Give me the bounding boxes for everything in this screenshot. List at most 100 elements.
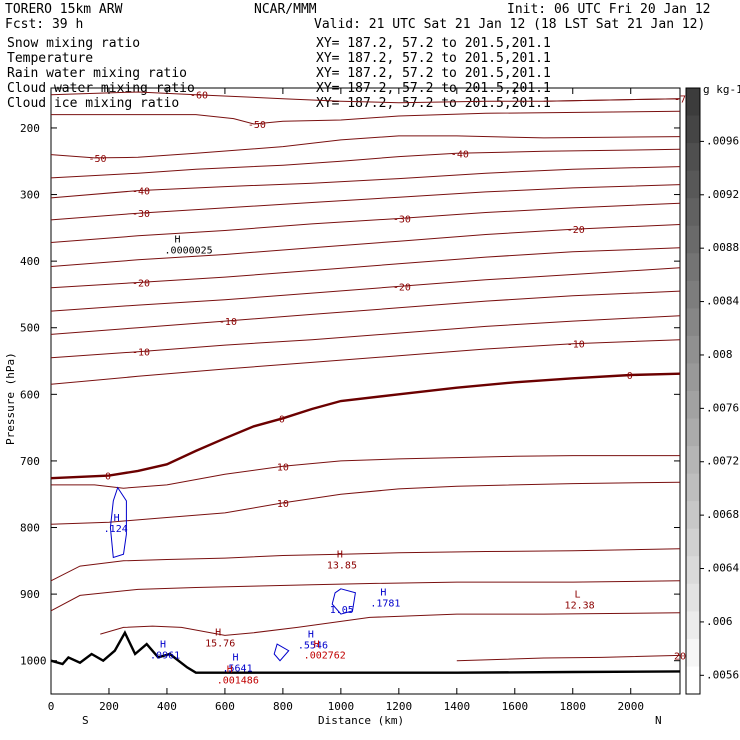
temperature-contour (50, 148, 681, 179)
temperature-contour-label: -20 (393, 282, 411, 293)
extremum-marker: H (314, 639, 320, 650)
colorbar-tick-label: .0092 (706, 188, 739, 201)
legend-label: Snow mixing ratio (7, 36, 140, 51)
temperature-contour-label: -50 (248, 120, 266, 131)
x-tick-label: 0 (48, 700, 55, 713)
y-tick-label: 900 (20, 588, 40, 601)
zero-isotherm-label: 0 (279, 414, 285, 425)
y-tick-label: 400 (20, 255, 40, 268)
extremum-value: .002762 (304, 650, 346, 661)
init-time: Init: 06 UTC Fri 20 Jan 12 (507, 2, 711, 17)
legend-xy-range: XY= 187.2, 57.2 to 201.5,201.1 (316, 96, 551, 111)
x-axis-label: Distance (km) (318, 714, 404, 727)
extremum-marker: H (215, 627, 221, 638)
colorbar-tick-label: .008 (706, 348, 733, 361)
colorbar-swatch (686, 638, 700, 667)
extremum-value: .1781 (370, 598, 400, 609)
plot-area: -70 -60 -50 -50 -40 -40 -30 -30 -20 -20 -20 -10 -10 -… (50, 87, 692, 695)
temperature-contour-label: -60 (190, 91, 208, 102)
temperature-contour-label: 10 (277, 462, 289, 473)
chart-header: TORERO 15km ARW NCAR/MMM Init: 06 UTC Fr… (5, 2, 711, 32)
colorbar-tick-label: .0096 (706, 134, 739, 147)
colorbar-tick-label: .0056 (706, 668, 739, 681)
temperature-contour (50, 184, 681, 221)
extremum-marker: H (175, 234, 181, 245)
y-tick-label: 1000 (20, 655, 47, 668)
temperature-contour (50, 481, 681, 525)
y-tick-label: 500 (20, 322, 40, 335)
legend-xy-range: XY= 187.2, 57.2 to 201.5,201.1 (316, 66, 551, 81)
zero-isotherm-label: 0 (627, 371, 633, 382)
temperature-contour (50, 135, 681, 159)
cloud-water-contour (331, 588, 356, 615)
temperature-contour-label: -20 (132, 278, 150, 289)
forecast-hour: Fcst: 39 h (5, 17, 83, 32)
colorbar-tick-label: .0076 (706, 401, 739, 414)
extremum-value: .0000025 (165, 245, 213, 256)
colorbar-swatch (686, 391, 700, 420)
temperature-contour-label: -50 (88, 154, 106, 165)
temperature-contour (100, 612, 681, 636)
y-tick-label: 600 (20, 388, 40, 401)
extremum-value: .001486 (217, 676, 259, 687)
terrain-surface (50, 630, 681, 674)
y-tick-label: 300 (20, 189, 40, 202)
x-tick-label: 200 (99, 700, 119, 713)
field-legend: Snow mixing ratio XY= 187.2, 57.2 to 201.… (7, 36, 551, 111)
x-tick-label: 1400 (444, 700, 471, 713)
colorbar-unit: g kg-1 (703, 83, 740, 96)
extremum-value: .0961 (150, 650, 180, 661)
extremum-marker: H (160, 639, 166, 650)
x-tick-label: 1200 (386, 700, 413, 713)
temperature-contour-label: -10 (132, 348, 150, 359)
temperature-contour-label: -10 (567, 340, 585, 351)
temperature-contour (50, 247, 681, 289)
x-axis-end-label: N (655, 714, 662, 727)
colorbar-swatch (686, 253, 700, 282)
colorbar-swatch (686, 170, 700, 199)
temperature-contour (50, 267, 681, 312)
legend-label: Cloud ice mixing ratio (7, 96, 179, 111)
colorbar-tick-label: .0084 (706, 295, 739, 308)
colorbar-swatch (686, 446, 700, 475)
temperature-contour-label: 10 (277, 499, 289, 510)
colorbar-swatch (686, 143, 700, 172)
org-label: NCAR/MMM (254, 2, 317, 17)
extremum-marker: L (575, 589, 581, 600)
colorbar-swatch (686, 528, 700, 557)
colorbar-swatch (686, 666, 700, 695)
extremum-marker: H (114, 513, 120, 524)
colorbar-swatch (686, 611, 700, 640)
colorbar-tick-label: .0072 (706, 455, 739, 468)
colorbar-swatch (686, 308, 700, 337)
x-tick-label: 1000 (328, 700, 355, 713)
colorbar-swatch (686, 363, 700, 392)
legend-xy-range: XY= 187.2, 57.2 to 201.5,201.1 (316, 36, 551, 51)
extremum-marker: H (337, 549, 343, 560)
legend-label: Temperature (7, 51, 93, 66)
temperature-contour (50, 290, 681, 335)
x-axis-start-label: S (82, 714, 89, 727)
colorbar-swatch (686, 556, 700, 585)
colorbar-tick-label: .006 (706, 615, 733, 628)
legend-label: Rain water mixing ratio (7, 66, 187, 81)
temperature-contour-label: -40 (132, 187, 150, 198)
temperature-contour (50, 315, 681, 359)
x-tick-label: 400 (157, 700, 177, 713)
colorbar-swatch (686, 583, 700, 612)
temperature-contour-label: -20 (567, 225, 585, 236)
x-tick-label: 1600 (502, 700, 529, 713)
y-tick-label: 700 (20, 455, 40, 468)
temperature-contour (50, 224, 681, 267)
colorbar-swatch (686, 115, 700, 144)
colorbar-swatch (686, 501, 700, 530)
extremum-value: .5546 (298, 640, 328, 651)
plot-frame (50, 87, 681, 695)
extremum-marker: H (233, 653, 239, 664)
legend-xy-range: XY= 187.2, 57.2 to 201.5,201.1 (316, 51, 551, 66)
colorbar-swatch (686, 225, 700, 254)
temperature-contour-label: -30 (132, 209, 150, 220)
valid-time: Valid: 21 UTC Sat 21 Jan 12 (18 LST Sat … (314, 17, 705, 32)
extremum-marker: H (308, 629, 314, 640)
colorbar-tick-label: .0064 (706, 562, 739, 575)
